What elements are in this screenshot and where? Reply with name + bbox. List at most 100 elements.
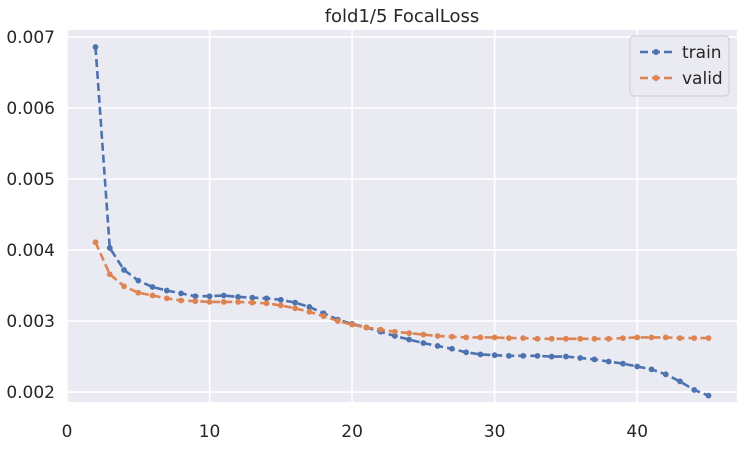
data-point-valid <box>377 326 384 333</box>
x-tick-label: 10 <box>199 422 221 442</box>
data-point-valid <box>463 334 470 341</box>
data-point-train <box>448 345 455 352</box>
data-point-train <box>92 44 99 50</box>
series-layer <box>92 44 712 399</box>
chart-title: fold1/5 FocalLoss <box>325 6 480 27</box>
data-point-valid <box>292 305 298 312</box>
data-point-valid <box>677 335 683 342</box>
y-tick-label: 0.002 <box>6 383 55 403</box>
data-point-valid <box>235 299 241 305</box>
data-point-train <box>620 360 626 367</box>
data-point-train <box>178 290 184 297</box>
grid-lines <box>66 30 737 402</box>
data-point-train <box>249 294 256 301</box>
legend: train valid <box>629 35 730 97</box>
data-point-valid <box>320 313 327 319</box>
data-point-train <box>662 371 669 378</box>
x-tick-label: 20 <box>341 422 363 442</box>
data-point-train <box>106 245 113 251</box>
data-point-train <box>121 267 127 273</box>
data-point-valid <box>448 333 455 340</box>
legend-label: train <box>682 43 722 63</box>
data-point-train <box>391 333 398 339</box>
data-point-valid <box>163 295 170 302</box>
data-point-train <box>463 349 470 356</box>
data-point-valid <box>391 328 398 335</box>
data-point-valid <box>648 334 655 341</box>
data-point-valid <box>220 299 227 305</box>
data-point-valid <box>277 302 284 309</box>
data-point-train <box>491 352 498 359</box>
legend-item-train: train <box>640 43 722 63</box>
data-point-valid <box>534 335 541 342</box>
data-point-train <box>534 352 541 359</box>
data-point-train <box>220 292 227 299</box>
data-point-train <box>648 366 655 373</box>
y-tick-label: 0.003 <box>6 312 55 332</box>
plot-background <box>67 30 737 402</box>
data-point-valid <box>406 330 413 337</box>
data-point-valid <box>135 289 142 296</box>
data-point-valid <box>306 308 313 315</box>
data-point-train <box>434 343 441 349</box>
data-point-train <box>149 284 156 290</box>
data-point-valid <box>705 335 712 342</box>
data-point-valid <box>178 297 184 304</box>
data-point-valid <box>520 335 527 342</box>
data-point-train <box>705 392 712 399</box>
data-point-train <box>277 296 284 303</box>
x-tick-label: 30 <box>484 422 506 442</box>
series-valid <box>92 239 712 342</box>
data-point-valid <box>620 335 626 342</box>
data-point-valid <box>334 318 341 324</box>
y-tick-label: 0.004 <box>6 241 55 261</box>
data-point-train <box>235 294 241 300</box>
data-point-valid <box>591 335 598 342</box>
legend-label: valid <box>682 69 723 89</box>
data-point-valid <box>192 298 199 305</box>
data-point-valid <box>577 335 584 342</box>
data-point-train <box>577 355 584 361</box>
data-point-train <box>605 358 612 365</box>
data-point-valid <box>605 335 612 342</box>
data-point-valid <box>491 334 498 341</box>
data-point-valid <box>363 324 370 331</box>
tick-labels: 0 10 20 30 40 0.002 0.003 0.004 0.005 0.006 0.007 <box>6 28 648 442</box>
data-point-train <box>306 303 313 310</box>
data-point-train <box>192 293 199 300</box>
x-tick-label: 40 <box>626 422 648 442</box>
data-point-train <box>163 287 170 294</box>
data-point-valid <box>506 335 512 342</box>
data-point-valid <box>691 335 698 342</box>
data-point-train <box>563 353 569 360</box>
data-point-valid <box>121 283 127 290</box>
legend-swatch-marker <box>653 49 659 55</box>
data-point-train <box>520 352 527 359</box>
y-tick-label: 0.006 <box>6 99 55 119</box>
series-train <box>92 44 712 399</box>
data-point-train <box>292 299 298 306</box>
data-point-valid <box>420 331 427 338</box>
y-tick-label: 0.005 <box>6 170 55 190</box>
data-point-valid <box>349 321 356 328</box>
legend-swatch-marker <box>653 75 659 81</box>
data-point-train <box>420 340 427 346</box>
data-point-valid <box>149 292 156 299</box>
data-point-valid <box>92 239 99 246</box>
data-point-train <box>263 295 270 302</box>
y-tick-label: 0.007 <box>6 28 55 48</box>
data-point-train <box>206 293 213 300</box>
data-point-train <box>477 351 484 358</box>
data-point-valid <box>563 335 569 342</box>
data-point-valid <box>249 299 256 306</box>
data-point-valid <box>263 300 270 307</box>
data-point-valid <box>477 334 484 341</box>
data-point-valid <box>206 299 213 305</box>
data-point-train <box>548 353 555 360</box>
legend-item-valid: valid <box>640 69 723 89</box>
data-point-valid <box>106 271 113 278</box>
data-point-train <box>634 363 641 370</box>
data-point-train <box>406 336 413 343</box>
